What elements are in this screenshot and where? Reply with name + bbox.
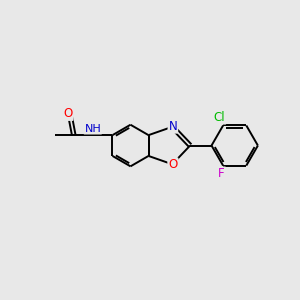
Text: F: F: [218, 167, 225, 180]
Text: N: N: [169, 120, 177, 133]
Text: Cl: Cl: [214, 111, 225, 124]
Text: NH: NH: [84, 124, 101, 134]
Text: O: O: [168, 158, 178, 171]
Text: O: O: [63, 107, 73, 120]
